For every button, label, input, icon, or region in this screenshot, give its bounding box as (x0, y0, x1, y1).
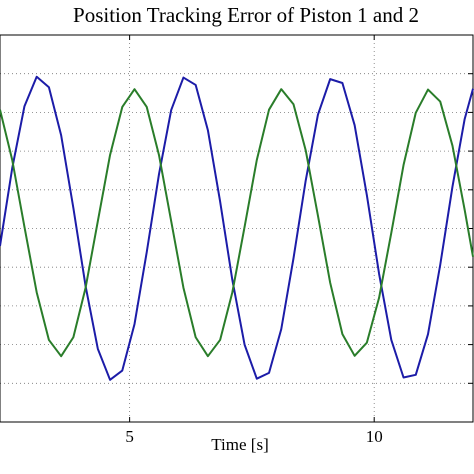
chart-title: Position Tracking Error of Piston 1 and … (73, 3, 419, 27)
x-tick-label: 10 (366, 427, 383, 446)
x-tick-label: 5 (125, 427, 134, 446)
plot-frame (0, 34, 474, 423)
series-line (0, 88, 474, 358)
x-axis-label: Time [s] (211, 435, 268, 454)
series-line (0, 75, 474, 381)
